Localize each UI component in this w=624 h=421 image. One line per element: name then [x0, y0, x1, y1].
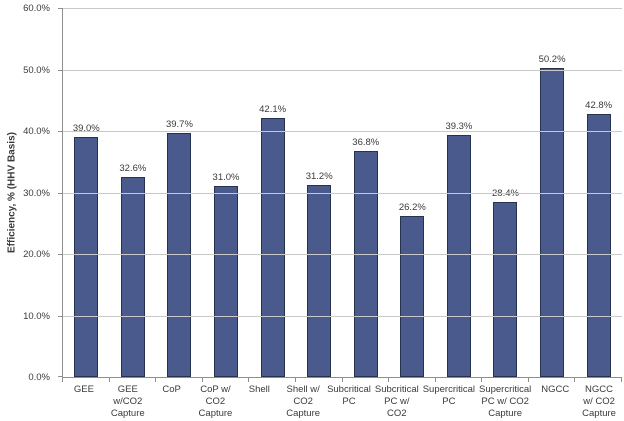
bar [307, 185, 332, 377]
bar-value-label: 39.7% [165, 118, 193, 130]
bar-column: 42.1% [249, 8, 296, 377]
bar-column: 31.2% [296, 8, 343, 377]
bar-value-label: 36.8% [352, 136, 380, 148]
y-tick-mark [58, 254, 63, 256]
x-tick-mark [574, 377, 576, 382]
x-tick-mark [388, 377, 390, 382]
gridline [63, 69, 622, 71]
x-category-label: NGCC [541, 384, 570, 395]
bar [353, 150, 378, 377]
bar [586, 113, 611, 377]
bar-column: 32.6% [110, 8, 157, 377]
bar-value-label: 39.3% [445, 121, 473, 133]
bar-column: 39.3% [436, 8, 483, 377]
bar-value-label: 28.4% [492, 188, 519, 200]
x-tick-mark [621, 377, 622, 382]
x-category-label: CoP w/ CO2 Capture [198, 384, 233, 419]
bar-value-label: 32.6% [119, 162, 147, 174]
y-tick-mark [58, 131, 63, 133]
x-tick-mark [62, 377, 63, 382]
y-tick-mark [58, 376, 63, 377]
x-tick-mark [108, 377, 110, 382]
bar-column: 28.4% [482, 8, 529, 377]
y-tick-label: 50.0% [23, 64, 50, 76]
x-tick-mark [294, 377, 296, 382]
bar [214, 186, 239, 377]
bar-column: 50.2% [529, 8, 576, 377]
x-category-label: Subcritical PC [327, 384, 371, 407]
gridline [63, 8, 622, 9]
bar-value-label: 50.2% [538, 54, 566, 66]
x-tick-mark [248, 377, 250, 382]
x-category-label: GEE w/CO2 Capture [110, 384, 145, 419]
gridline [63, 315, 622, 317]
x-tick-mark [341, 377, 343, 382]
x-category-label: NGCC w/ CO2 Capture [582, 384, 616, 419]
x-category-label: Shell [248, 384, 270, 395]
bar [400, 215, 425, 377]
x-category-label: Subcritical PC w/ CO2 Capture [374, 384, 419, 421]
x-tick-mark [527, 377, 529, 382]
bar-value-label: 42.1% [259, 104, 287, 116]
y-tick-mark [58, 315, 63, 317]
y-tick-label: 30.0% [23, 187, 50, 199]
bar-column: 31.0% [203, 8, 250, 377]
bar [120, 176, 145, 377]
bar [493, 202, 518, 377]
x-category-label: CoP [162, 384, 181, 395]
bar-value-label: 31.0% [212, 172, 240, 184]
bar-value-label: 42.8% [585, 99, 613, 111]
bar-column: 26.2% [389, 8, 436, 377]
x-tick-mark [155, 377, 157, 382]
bar-column: 39.0% [63, 8, 110, 377]
bar [260, 118, 285, 377]
bar [540, 68, 565, 377]
x-tick-mark [481, 377, 483, 382]
x-axis-labels: GEE GEE w/CO2 Capture CoP CoP w/ CO2 Captur… [62, 384, 621, 421]
x-category-label: Shell w/ CO2 Capture [286, 384, 321, 419]
y-tick-mark [58, 69, 63, 71]
x-category-label: Supercritical PC [422, 384, 475, 407]
gridline [63, 192, 622, 194]
y-tick-label: 60.0% [23, 3, 50, 14]
x-category-label: GEE [73, 384, 94, 395]
y-tick-label: 40.0% [23, 126, 50, 138]
gridline [63, 254, 622, 256]
y-axis-labels: 0.0% 10.0% 20.0% 30.0% 40.0% 50.0% 60.0% [0, 3, 56, 383]
y-tick-mark [58, 8, 63, 9]
x-tick-mark [201, 377, 203, 382]
bar [74, 137, 99, 377]
x-category-label: Supercritical PC w/ CO2 Capture [479, 384, 532, 419]
y-tick-mark [58, 192, 63, 194]
y-tick-label: 0.0% [28, 372, 50, 383]
x-tick-mark [434, 377, 436, 382]
bar [446, 135, 471, 377]
bar-value-label: 26.2% [398, 201, 426, 213]
y-tick-label: 20.0% [23, 249, 50, 261]
bar-column: 36.8% [342, 8, 389, 377]
plot-area: 39.0% 32.6% 39.7% 31.0% 42.1% 31.2% 36.8% 26.2%… [58, 8, 622, 382]
y-tick-label: 10.0% [23, 310, 50, 322]
gridline [63, 131, 622, 133]
bar-value-label: 39.0% [72, 123, 100, 135]
bar-column: 42.8% [575, 8, 622, 377]
bar-value-label: 31.2% [305, 171, 333, 183]
